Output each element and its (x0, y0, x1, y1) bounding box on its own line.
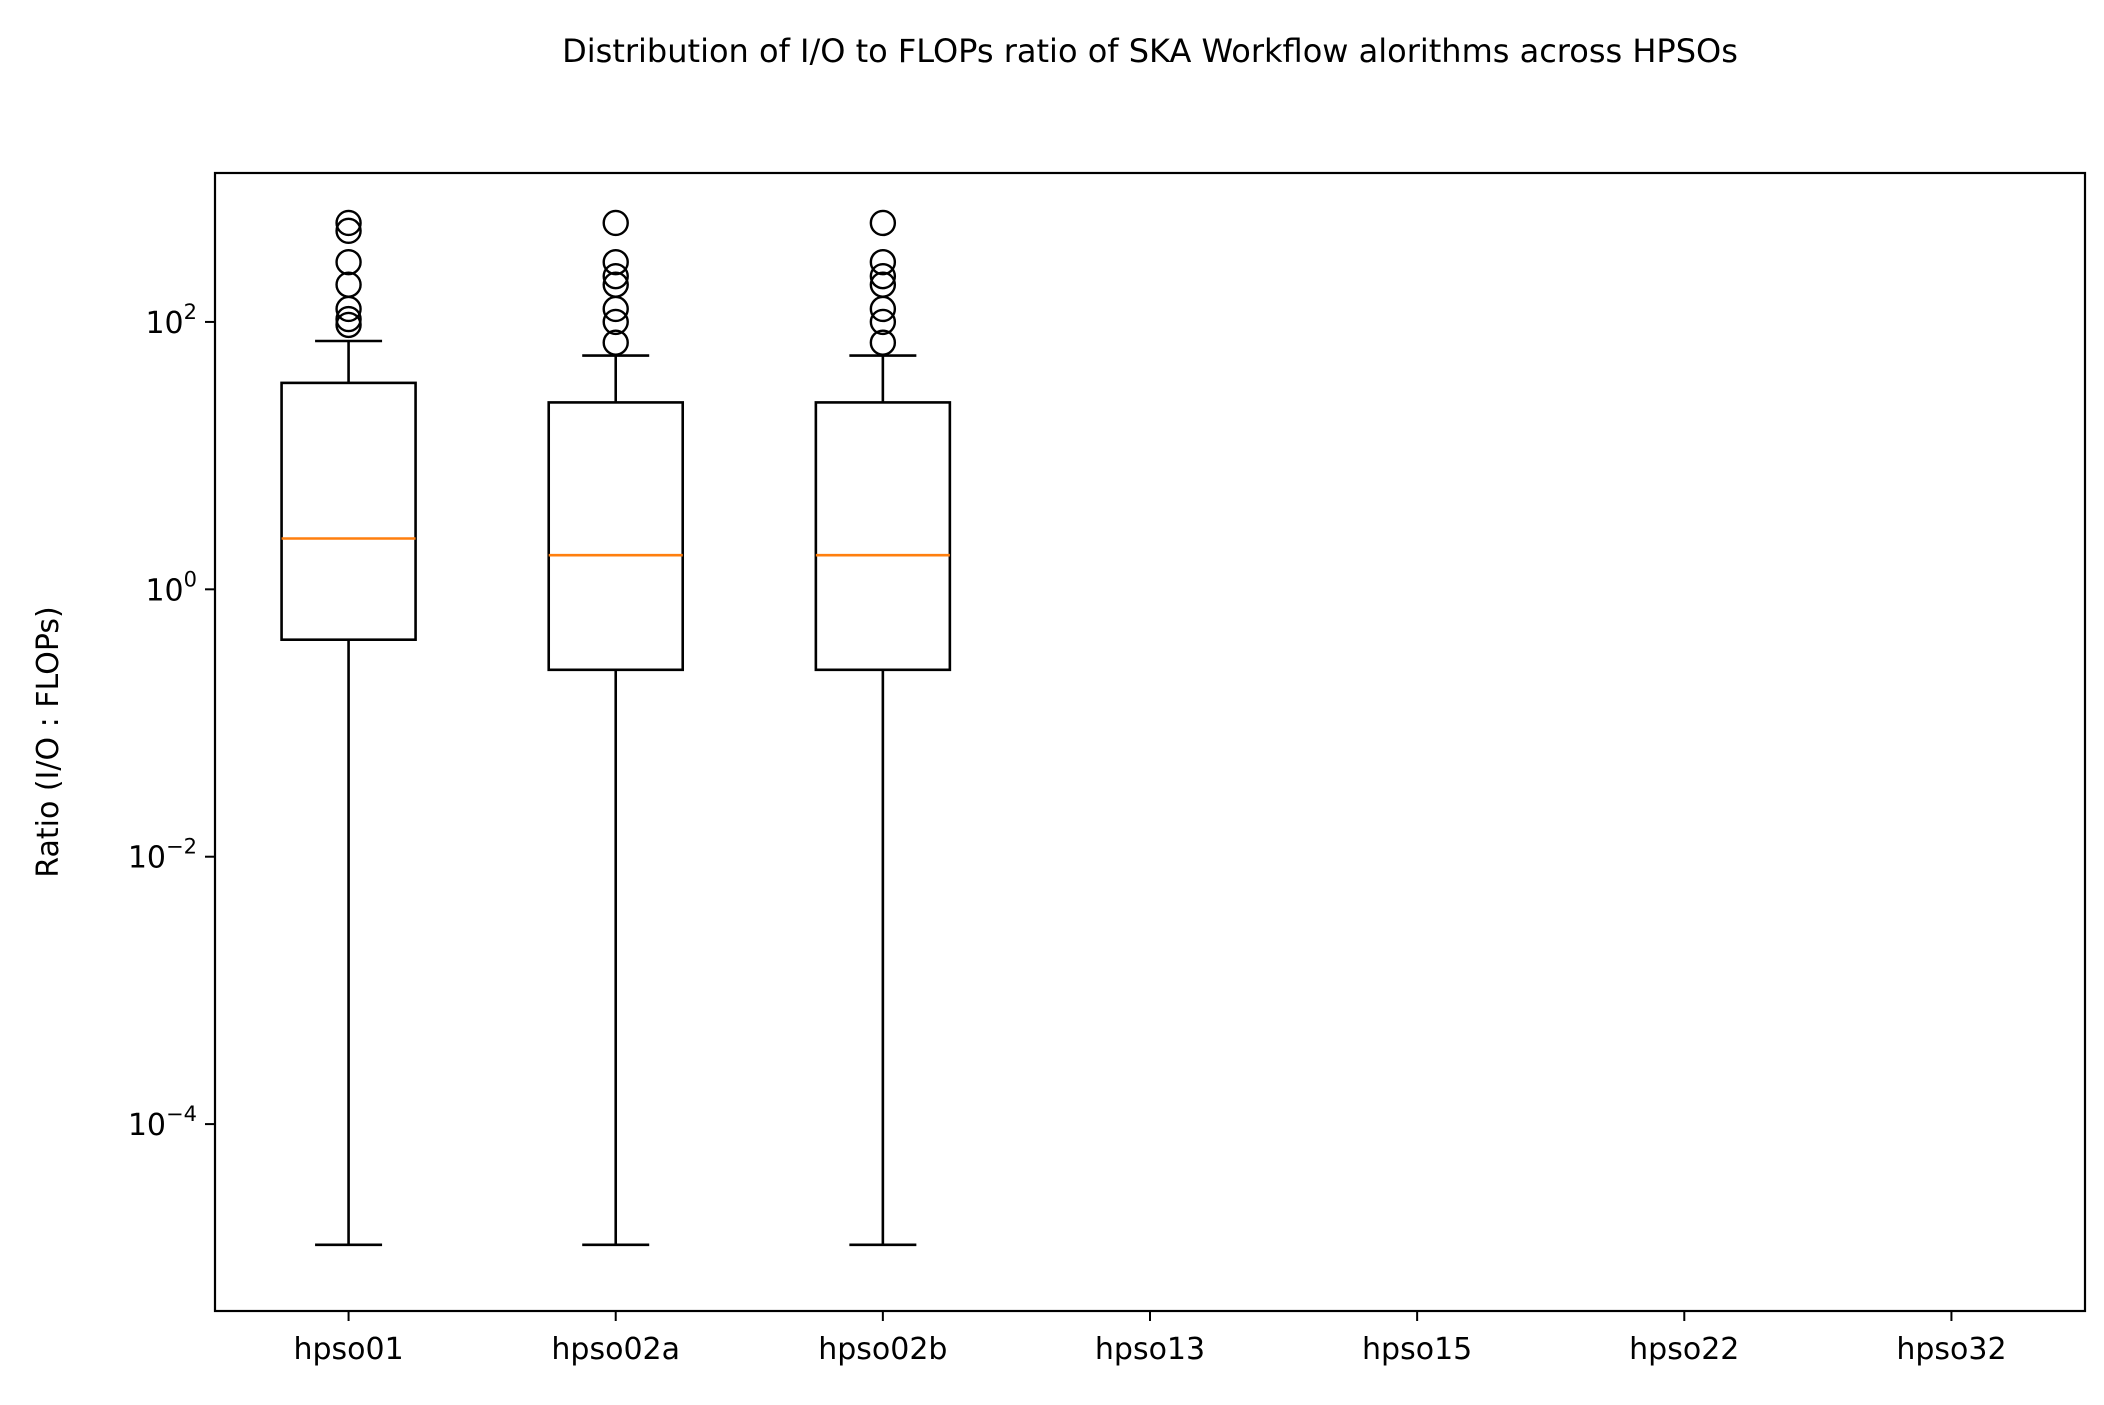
y-tick-label: 10−4 (128, 1102, 197, 1143)
y-tick-exponent: −2 (166, 835, 197, 859)
box-hpso02b (814, 209, 952, 1247)
x-tick-label: hpso02a (551, 1332, 680, 1367)
y-tick-exponent: −4 (166, 1102, 197, 1126)
x-tick-label: hpso02b (818, 1332, 947, 1367)
axes-frame (213, 171, 2087, 1313)
x-tick-label: hpso13 (1095, 1332, 1205, 1367)
y-tick-base: 10 (145, 573, 183, 608)
outlier-point (335, 217, 362, 245)
y-tick-label: 10−2 (128, 835, 197, 876)
outlier-point (335, 311, 362, 339)
iqr-box (547, 401, 685, 672)
outlier-point (869, 308, 897, 336)
y-tick-exponent: 2 (184, 300, 197, 324)
outlier-point (602, 308, 629, 336)
outlier-point (335, 248, 362, 276)
x-tick-label: hpso01 (293, 1332, 403, 1367)
y-tick-base: 10 (145, 306, 183, 341)
outlier-point (335, 271, 362, 298)
box-hpso01 (280, 209, 417, 1247)
box-hpso02a (547, 209, 685, 1247)
outlier-point (602, 209, 629, 237)
x-tick-label: hpso15 (1362, 1332, 1472, 1367)
y-axis-label: Ratio (I/O : FLOPs) (31, 606, 66, 877)
x-tick-label: hpso32 (1896, 1332, 2006, 1367)
outlier-point (602, 248, 629, 276)
iqr-box (280, 381, 417, 641)
outlier-point (869, 329, 897, 356)
outlier-point (602, 262, 629, 290)
outlier-point (869, 209, 897, 237)
outlier-point (602, 329, 629, 356)
outlier-point (335, 305, 362, 333)
outlier-point (602, 271, 629, 298)
outlier-point (335, 209, 362, 237)
y-tick-label: 102 (145, 300, 197, 341)
y-tick-exponent: 0 (184, 567, 197, 591)
y-tick-base: 10 (128, 841, 166, 876)
y-tick-base: 10 (128, 1108, 166, 1143)
iqr-box (814, 401, 952, 672)
outlier-point (869, 248, 897, 276)
y-tick-label: 100 (145, 567, 197, 608)
outlier-point (869, 271, 897, 298)
outlier-point (869, 262, 897, 290)
chart-title: Distribution of I/O to FLOPs ratio of SK… (562, 32, 1738, 70)
x-tick-label: hpso22 (1629, 1332, 1739, 1367)
